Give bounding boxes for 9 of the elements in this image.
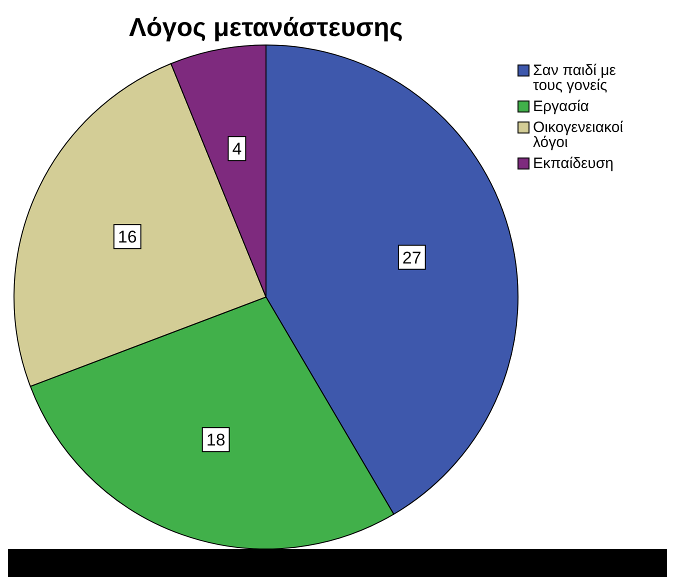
legend-label: Εργασία — [533, 98, 590, 115]
legend-label: Σαν παιδί με τους γονείς — [533, 62, 616, 94]
data-label: 4 — [232, 140, 242, 159]
data-label: 16 — [118, 228, 137, 247]
legend-label: Οικογενειακοί λόγοι — [533, 119, 624, 151]
data-label: 27 — [402, 248, 422, 268]
data-label: 18 — [206, 430, 226, 450]
legend-label: Εκπαίδευση — [533, 155, 614, 172]
chart-title: Λόγος μετανάστευσης — [129, 12, 403, 42]
